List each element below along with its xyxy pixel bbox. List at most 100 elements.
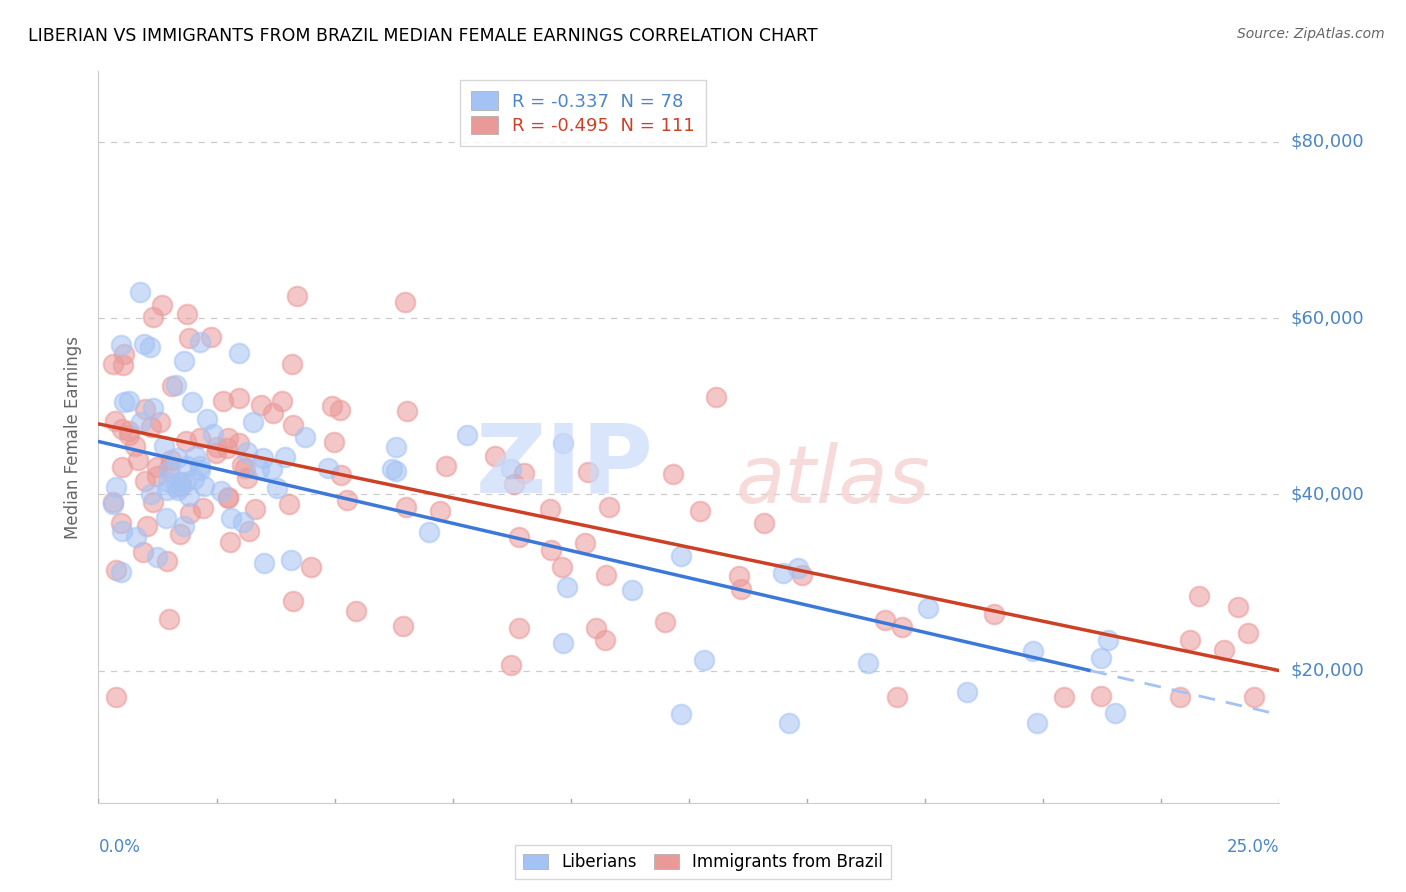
Point (188, 334, 211, 349)
Point (188, 432, 211, 446)
Point (156, 483, 179, 497)
Point (266, 481, 288, 495)
Point (956, 685, 979, 699)
Point (165, 377, 187, 392)
Point (217, 490, 239, 504)
Point (157, 465, 180, 479)
Point (104, 480, 127, 494)
Text: ZIP: ZIP (475, 420, 654, 513)
Point (262, 461, 284, 475)
Point (329, 403, 352, 417)
Point (508, 621, 530, 635)
Point (142, 401, 165, 415)
Point (155, 511, 177, 525)
Y-axis label: Median Female Earnings: Median Female Earnings (65, 335, 83, 539)
Point (1243, 690, 1265, 704)
Point (786, 561, 808, 575)
Point (873, 613, 896, 627)
Point (111, 524, 134, 538)
Point (858, 656, 880, 670)
Point (434, 458, 457, 473)
Point (689, 503, 711, 517)
Text: $80,000: $80,000 (1291, 133, 1364, 151)
Point (221, 511, 243, 525)
Point (142, 310, 165, 324)
Point (772, 566, 794, 581)
Point (253, 556, 276, 570)
Point (179, 506, 201, 520)
Point (1104, 706, 1126, 720)
Point (193, 479, 215, 493)
Point (150, 298, 173, 312)
Point (204, 446, 226, 460)
Point (262, 406, 284, 420)
Point (111, 359, 134, 373)
Point (513, 466, 536, 480)
Point (385, 465, 408, 479)
Point (170, 479, 193, 493)
Point (503, 477, 526, 491)
Text: 0.0%: 0.0% (98, 838, 141, 855)
Point (138, 340, 160, 354)
Point (574, 536, 596, 550)
Point (654, 615, 676, 630)
Point (778, 716, 800, 731)
Point (280, 553, 302, 567)
Point (174, 475, 197, 489)
Point (728, 569, 751, 583)
Point (499, 657, 522, 672)
Point (1026, 716, 1049, 731)
Point (195, 412, 218, 426)
Point (501, 462, 523, 476)
Text: $20,000: $20,000 (1291, 662, 1364, 680)
Point (329, 468, 352, 483)
Point (156, 554, 179, 568)
Point (236, 471, 259, 485)
Point (228, 436, 250, 450)
Point (752, 516, 775, 530)
Point (301, 560, 323, 574)
Point (285, 289, 308, 303)
Point (176, 308, 198, 322)
Point (381, 462, 404, 476)
Point (110, 338, 132, 352)
Point (281, 357, 304, 371)
Text: atlas: atlas (737, 442, 931, 520)
Point (595, 568, 617, 582)
Point (1237, 625, 1260, 640)
Point (157, 612, 180, 626)
Point (790, 568, 813, 582)
Point (252, 451, 274, 466)
Point (217, 431, 239, 445)
Point (170, 475, 193, 489)
Point (1090, 651, 1112, 665)
Point (1188, 590, 1211, 604)
Point (271, 393, 294, 408)
Point (228, 391, 250, 405)
Point (156, 475, 179, 489)
Point (105, 690, 128, 704)
Point (236, 445, 259, 459)
Point (118, 427, 141, 442)
Point (322, 435, 344, 450)
Point (294, 430, 316, 444)
Point (228, 346, 250, 360)
Text: 25.0%: 25.0% (1227, 838, 1279, 855)
Point (1022, 644, 1045, 658)
Point (395, 500, 418, 515)
Point (344, 604, 367, 618)
Point (183, 449, 205, 463)
Point (111, 422, 134, 436)
Point (165, 480, 187, 494)
Point (484, 449, 506, 463)
Text: $60,000: $60,000 (1291, 310, 1364, 327)
Point (218, 491, 240, 505)
Point (166, 451, 188, 466)
Point (112, 347, 135, 361)
Point (201, 426, 224, 441)
Point (209, 483, 232, 498)
Point (321, 400, 343, 414)
Point (456, 428, 478, 442)
Point (176, 458, 198, 473)
Point (669, 706, 692, 721)
